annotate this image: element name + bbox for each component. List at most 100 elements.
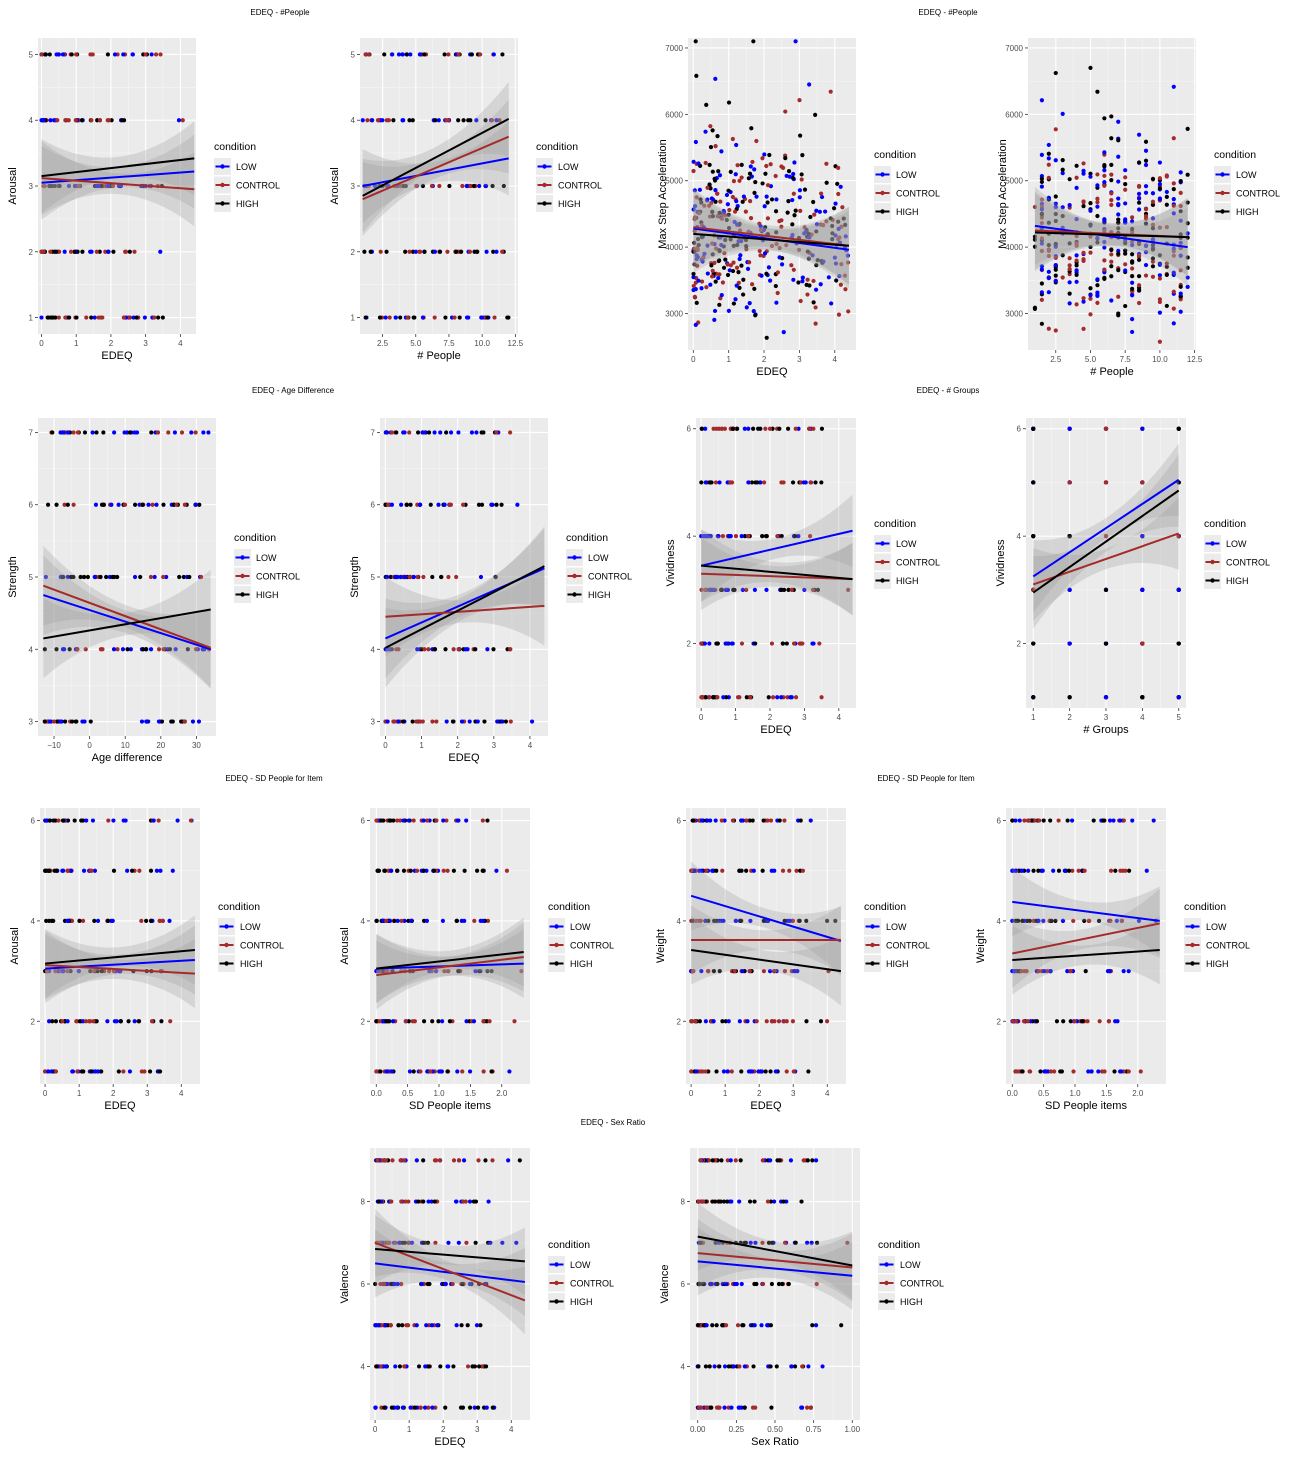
- x-tick-label: 3: [475, 1425, 480, 1434]
- data-point: [703, 1069, 708, 1074]
- data-point: [110, 574, 115, 580]
- data-point: [1109, 136, 1114, 141]
- data-point: [79, 118, 85, 123]
- data-point: [1067, 480, 1072, 485]
- data-point: [739, 175, 744, 180]
- data-point: [1178, 284, 1183, 289]
- plot-background: [686, 808, 846, 1084]
- data-point: [727, 207, 732, 213]
- data-point: [777, 818, 782, 823]
- data-point: [713, 480, 719, 485]
- data-point: [703, 918, 708, 924]
- data-point: [54, 868, 59, 873]
- data-point: [167, 918, 172, 924]
- data-point: [127, 1069, 133, 1074]
- y-axis-label: Vividness: [995, 539, 1007, 586]
- data-point: [407, 118, 412, 123]
- data-point: [810, 587, 816, 592]
- data-point: [425, 1281, 430, 1287]
- data-point: [373, 1281, 378, 1287]
- data-point: [1074, 253, 1079, 258]
- legend-title: condition: [536, 141, 578, 153]
- trend-line-high: [384, 565, 545, 649]
- data-point: [471, 183, 476, 189]
- data-point: [760, 181, 765, 186]
- data-point: [768, 818, 774, 823]
- data-point: [88, 52, 93, 57]
- data-point: [514, 1240, 519, 1245]
- data-point: [158, 52, 163, 57]
- data-point: [759, 273, 764, 278]
- data-point: [82, 719, 87, 724]
- data-point: [1143, 273, 1149, 278]
- data-point: [1046, 156, 1051, 161]
- data-point: [51, 818, 56, 823]
- data-point: [391, 118, 396, 123]
- data-point: [149, 1019, 155, 1024]
- data-point: [69, 52, 74, 57]
- data-point: [814, 1281, 819, 1287]
- data-point: [832, 255, 837, 260]
- data-point: [1143, 148, 1149, 153]
- data-point: [451, 647, 456, 652]
- data-point: [703, 160, 708, 166]
- legend-label: HIGH: [558, 199, 581, 209]
- section-title: EDEQ - SD People for Item: [877, 774, 975, 783]
- data-point: [396, 1323, 401, 1328]
- data-point: [161, 502, 166, 507]
- x-tick-label: 0: [373, 1425, 378, 1434]
- data-point: [417, 502, 423, 507]
- data-point: [807, 534, 813, 539]
- data-point: [786, 199, 791, 204]
- data-point: [447, 502, 452, 507]
- data-point: [699, 279, 705, 284]
- data-point: [1136, 200, 1142, 205]
- data-point: [1178, 268, 1183, 273]
- data-point: [450, 719, 456, 724]
- data-point: [494, 502, 499, 507]
- data-point: [1116, 313, 1121, 318]
- data-point: [1053, 255, 1058, 260]
- data-point: [1067, 177, 1072, 182]
- data-point: [829, 301, 834, 306]
- data-point: [1103, 587, 1109, 592]
- legend-label: CONTROL: [256, 572, 300, 582]
- data-point: [786, 426, 791, 431]
- data-point: [1178, 170, 1183, 175]
- data-point: [723, 641, 728, 646]
- data-point: [749, 126, 754, 131]
- x-axis-label: SD People items: [409, 1100, 491, 1112]
- data-point: [765, 1199, 771, 1204]
- data-point: [752, 286, 757, 291]
- data-point: [418, 1405, 423, 1410]
- data-point: [193, 647, 199, 652]
- data-point: [751, 1364, 756, 1369]
- data-point: [443, 1405, 448, 1410]
- plot-background: [40, 808, 200, 1084]
- data-point: [842, 273, 848, 278]
- data-point: [1012, 968, 1017, 974]
- data-point: [1081, 299, 1086, 304]
- data-point: [438, 1364, 443, 1369]
- data-point: [399, 502, 404, 507]
- data-point: [760, 156, 765, 161]
- data-point: [1102, 183, 1107, 188]
- data-point: [45, 502, 51, 507]
- data-point: [362, 249, 367, 254]
- data-point: [82, 430, 88, 435]
- data-point: [125, 647, 130, 652]
- data-point: [111, 818, 116, 823]
- data-point: [393, 315, 398, 320]
- data-point: [764, 335, 769, 340]
- data-point: [88, 249, 93, 254]
- chart-panel: 0 1 2 3 412345EDEQArousalconditionLOWCONTROL…: [7, 38, 280, 362]
- data-point: [442, 968, 447, 974]
- x-axis-label: # People: [417, 350, 460, 362]
- data-point: [481, 868, 486, 873]
- data-point: [738, 918, 743, 924]
- section-title: EDEQ - #People: [250, 8, 310, 17]
- data-point: [729, 1069, 734, 1074]
- data-point: [1185, 275, 1190, 280]
- data-point: [1095, 236, 1100, 241]
